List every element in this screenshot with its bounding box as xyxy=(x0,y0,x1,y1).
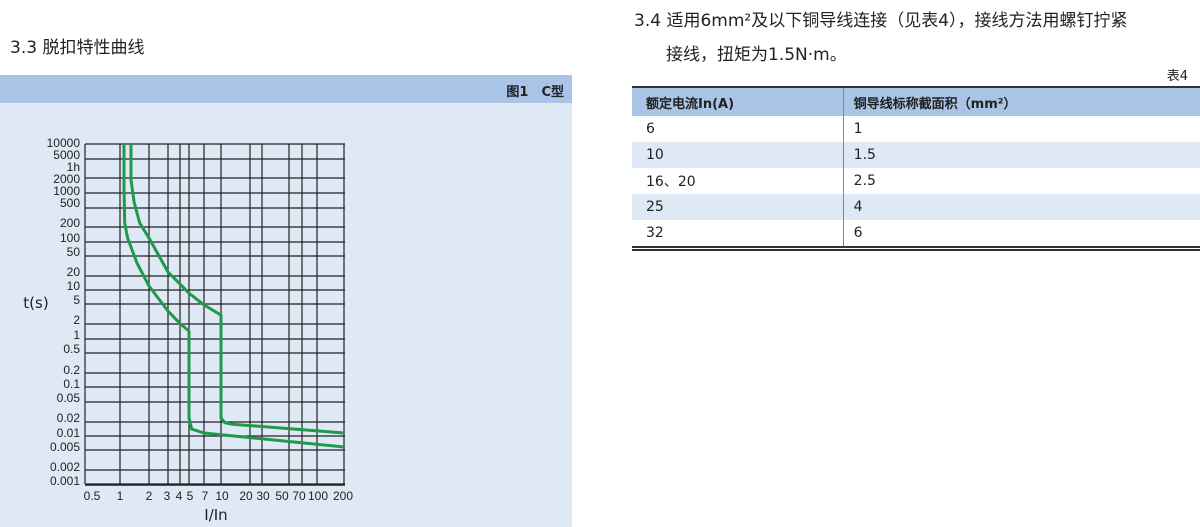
y-tick-label: 1000 xyxy=(53,184,80,198)
section-title-3-3: 3.3 脱扣特性曲线 xyxy=(10,38,145,58)
y-tick-label: 100 xyxy=(60,231,80,245)
y-tick-label: 2000 xyxy=(53,172,80,186)
figure-header-bar xyxy=(0,75,572,103)
cell-section: 6 xyxy=(842,220,1200,249)
y-tick-label: 0.005 xyxy=(50,440,80,454)
figure-panel xyxy=(0,75,572,527)
x-tick-label: 3 xyxy=(164,489,171,503)
y-axis-label: t(s) xyxy=(23,294,48,312)
figure-title: 图1 C型 xyxy=(506,85,564,100)
y-tick-label: 50 xyxy=(67,245,81,259)
y-tick-label: 0.05 xyxy=(57,391,81,405)
cell-current: 6 xyxy=(646,121,655,137)
x-tick-label: 70 xyxy=(292,489,306,503)
y-tick-label: 0.002 xyxy=(50,460,80,474)
y-tick-label: 0.1 xyxy=(63,377,80,391)
y-tick-label: 200 xyxy=(60,216,80,230)
trip-curve-lower xyxy=(122,144,345,449)
x-tick-label: 20 xyxy=(239,489,253,503)
header-wire-section: 铜导线标称截面积（mm²） xyxy=(842,86,1200,116)
cell-section: 1 xyxy=(842,116,1200,142)
y-tick-label: 5 xyxy=(73,293,80,307)
x-tick-label: 4 xyxy=(176,489,183,503)
y-tick-label: 2 xyxy=(73,313,80,327)
cell-current: 32 xyxy=(646,225,664,241)
y-tick-label: 1 xyxy=(73,328,80,342)
table-row: 10 1.5 xyxy=(632,142,1200,168)
y-tick-label: 500 xyxy=(60,196,80,210)
cell-current: 16、20 xyxy=(646,174,696,190)
x-tick-label: 5 xyxy=(187,489,194,503)
y-tick-label: 0.5 xyxy=(63,342,80,356)
x-tick-label: 1 xyxy=(117,489,124,503)
y-tick-label: 10 xyxy=(67,279,81,293)
y-tick-label: 0.02 xyxy=(57,411,81,425)
table-row: 32 6 xyxy=(632,220,1200,249)
trip-curve-upper xyxy=(129,144,345,435)
y-tick-label: 0.01 xyxy=(57,426,81,440)
y-tick-label: 0.2 xyxy=(63,363,80,377)
cell-section: 4 xyxy=(842,194,1200,220)
y-tick-label: 10000 xyxy=(47,136,81,150)
table-header-row: 额定电流In(A) 铜导线标称截面积（mm²） xyxy=(632,86,1200,116)
cell-section: 1.5 xyxy=(842,142,1200,168)
x-tick-label: 100 xyxy=(308,489,328,503)
table-label: 表4 xyxy=(1166,69,1188,84)
cell-current: 25 xyxy=(632,194,844,220)
y-tick-label: 1h xyxy=(67,160,80,174)
cell-current: 10 xyxy=(632,142,844,168)
cell-section: 2.5 xyxy=(842,168,1200,194)
y-tick-label: 0.001 xyxy=(50,474,80,488)
x-tick-label: 200 xyxy=(333,489,353,503)
y-tick-label: 20 xyxy=(67,265,81,279)
section-text-line1: 3.4 适用6mm²及以下铜导线连接（见表4），接线方法用螺钉拧紧 xyxy=(634,11,1128,31)
header-rated-current: 额定电流In(A) xyxy=(632,86,844,116)
x-tick-label: 30 xyxy=(256,489,270,503)
section-text-line2: 接线，扭矩为1.5N·m。 xyxy=(666,45,847,65)
table-row: 25 4 xyxy=(632,194,1200,220)
x-axis-label: I/In xyxy=(204,506,227,524)
x-tick-label: 0.5 xyxy=(84,489,101,503)
x-tick-label: 2 xyxy=(146,489,153,503)
x-tick-label: 7 xyxy=(202,489,209,503)
table-row: 16、20 2.5 xyxy=(632,168,1200,194)
trip-curve-chart: 1000050001h200010005002001005020105210.5… xyxy=(23,136,353,524)
y-tick-label: 5000 xyxy=(53,148,80,162)
x-tick-label: 10 xyxy=(215,489,229,503)
x-tick-label: 50 xyxy=(275,489,289,503)
